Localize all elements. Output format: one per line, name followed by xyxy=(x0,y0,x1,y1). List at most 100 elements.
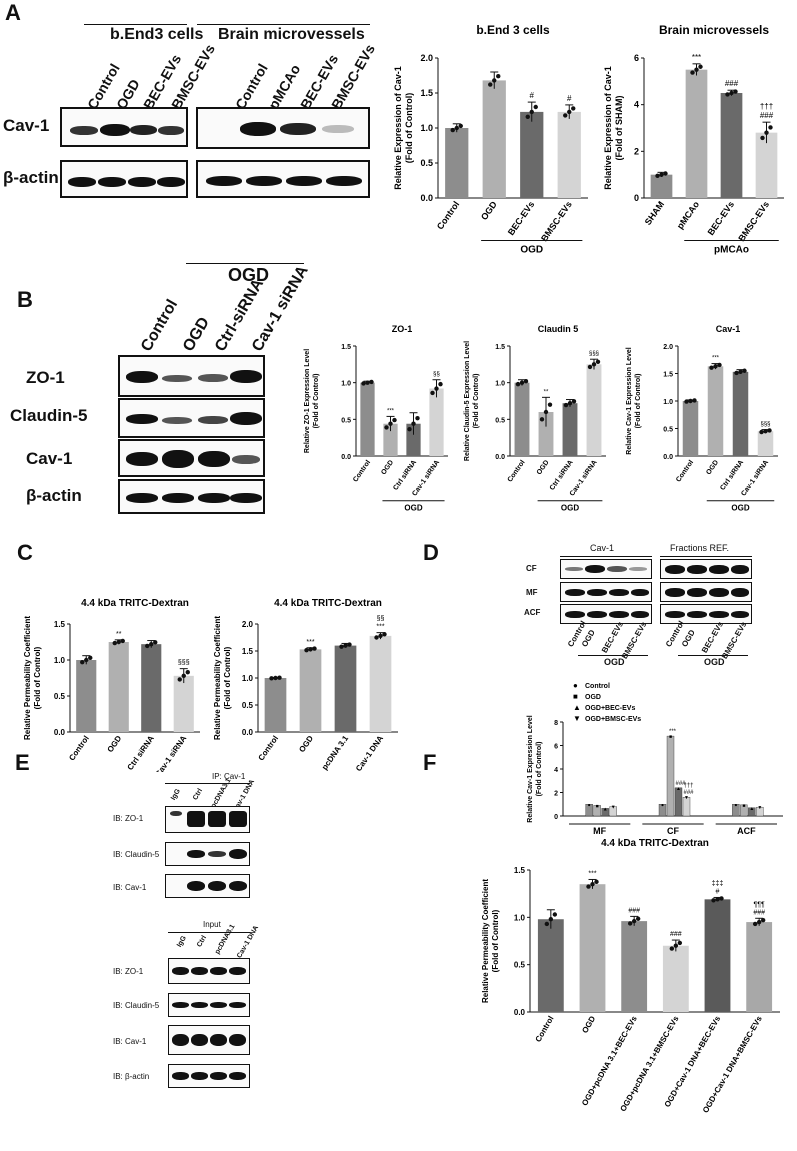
bar xyxy=(482,80,506,198)
d-row-acf: ACF xyxy=(524,608,541,617)
panel-label-d: D xyxy=(423,540,439,565)
y-axis-label-line: (Fold of Control) xyxy=(491,909,500,972)
group-label: OGD xyxy=(561,504,579,513)
data-point xyxy=(635,916,641,921)
y-axis-label-line: (Fold of Control) xyxy=(473,374,480,429)
significance-label: *** xyxy=(376,624,384,631)
data-point xyxy=(684,399,689,404)
y-tick-label: 1.5 xyxy=(514,866,526,875)
bar xyxy=(445,128,469,198)
blot-d-cf-cav1 xyxy=(560,559,652,579)
lane-label: OGD xyxy=(180,314,213,355)
chart-a-bend3: b.End 3 cells Relative Expression of Cav-… xyxy=(393,23,588,255)
data-point xyxy=(738,369,743,375)
y-tick-label: 0.5 xyxy=(54,692,66,701)
data-point xyxy=(185,670,190,675)
blot-claudin5 xyxy=(118,398,265,438)
significance-label: ¶¶¶ xyxy=(754,901,766,908)
data-point xyxy=(411,421,416,426)
y-tick-label: 0.0 xyxy=(242,728,254,737)
data-point xyxy=(733,89,738,94)
row-label-zo1: ZO-1 xyxy=(26,368,65,387)
data-point xyxy=(392,417,397,423)
data-point xyxy=(365,380,370,385)
d-ogd: OGD xyxy=(604,657,625,667)
lane-label: BMSC-EVs xyxy=(328,41,379,112)
data-point xyxy=(663,171,668,176)
blot-e-in-bactin xyxy=(168,1064,250,1088)
data-point xyxy=(725,92,730,97)
data-point xyxy=(543,409,549,415)
data-point xyxy=(571,399,577,404)
y-axis-label-line: Relative Permeability Coefficient xyxy=(23,616,32,740)
data-point xyxy=(563,402,569,408)
y-axis-label-line: Relative Cav-1 Expression Level xyxy=(527,715,534,822)
data-point xyxy=(120,638,125,644)
legend-marker: ■ xyxy=(573,692,578,701)
bar xyxy=(360,382,375,456)
x-tick-label: OGD xyxy=(106,734,124,754)
panel-label-e: E xyxy=(15,750,30,775)
data-point xyxy=(698,64,703,69)
y-tick-label: 0.0 xyxy=(54,728,66,737)
y-axis-label: Relative Expression of Cav-1 (Fold of SHA… xyxy=(603,66,624,190)
data-point xyxy=(631,918,637,924)
data-point xyxy=(655,173,660,179)
d-lane: BEC-EVs xyxy=(700,619,726,655)
bar xyxy=(746,922,773,1012)
bar xyxy=(108,642,129,732)
data-point: ▼ xyxy=(611,805,616,811)
x-tick-label: Control xyxy=(67,734,91,762)
bar xyxy=(601,808,609,817)
data-point xyxy=(711,898,716,903)
d-row-mf: MF xyxy=(526,588,538,597)
y-tick-label: 6 xyxy=(634,53,639,63)
chart-title: 4.4 kDa TRITC-Dextran xyxy=(81,598,189,609)
data-point xyxy=(415,416,420,421)
x-tick-label: pMCAo xyxy=(675,199,702,231)
bar xyxy=(585,804,593,817)
x-tick-label: SHAM xyxy=(643,199,666,226)
y-axis-label-line: Relative Claudin-5 Expression Level xyxy=(464,341,471,461)
e-lane: Cav-1 DNA xyxy=(236,924,261,960)
data-point xyxy=(525,114,530,120)
data-point xyxy=(677,940,683,946)
blot-e-ip-zo1 xyxy=(165,806,250,833)
blot-bactin-brain xyxy=(196,160,370,198)
y-tick-label: 6 xyxy=(554,744,558,751)
bar xyxy=(538,412,554,456)
y-tick-label: 0 xyxy=(634,193,639,203)
x-tick-label: Control xyxy=(675,459,695,483)
data-point xyxy=(112,640,117,646)
y-axis-label-line: Relative Cav-1 Expression Level xyxy=(626,347,633,454)
legend-marker: ▲ xyxy=(573,703,581,712)
blot-e-in-zo1 xyxy=(168,958,250,984)
legend-label: OGD+BMSC-EVs xyxy=(585,716,641,723)
data-point xyxy=(590,882,595,887)
data-point xyxy=(496,74,501,79)
y-tick-label: 1.5 xyxy=(420,88,433,98)
y-axis-label-line: Relative ZO-1 Expression Level xyxy=(304,349,311,453)
data-point xyxy=(548,917,554,922)
data-point xyxy=(567,401,573,406)
row-label-bactin: β-actin xyxy=(26,486,82,505)
chart-title: ZO-1 xyxy=(392,324,413,334)
blot-d-acf-cav1 xyxy=(560,604,652,624)
y-tick-label: 4 xyxy=(634,100,639,110)
bar xyxy=(520,111,544,198)
significance-label: # xyxy=(530,91,535,100)
y-tick-label: 1.5 xyxy=(341,344,351,351)
y-tick-label: 0.0 xyxy=(495,454,505,461)
data-point xyxy=(690,70,695,75)
data-point xyxy=(587,364,593,370)
group-line xyxy=(678,655,748,656)
data-point xyxy=(145,643,150,649)
data-point xyxy=(717,362,722,368)
x-tick-label: OGD xyxy=(380,459,395,476)
x-tick-label: BMSC-EVs xyxy=(539,199,574,243)
data-point xyxy=(764,130,769,135)
data-point xyxy=(688,398,693,404)
x-tick-label: OGD xyxy=(705,459,720,476)
bar xyxy=(429,388,444,456)
significance-label: ** xyxy=(116,631,122,638)
